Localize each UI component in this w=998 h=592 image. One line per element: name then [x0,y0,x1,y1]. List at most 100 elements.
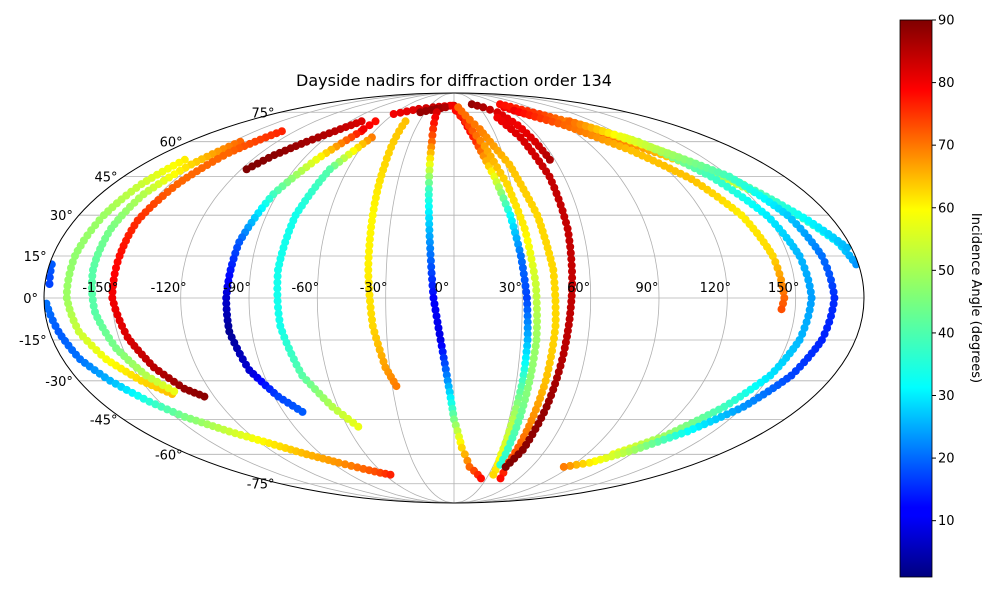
data-point [798,258,807,266]
data-point [364,278,373,287]
data-point [547,352,555,361]
data-point [88,290,97,298]
data-point [424,196,433,205]
data-point [426,244,435,253]
data-point [843,243,852,252]
data-point [531,280,540,288]
latitude-tick-label: -15° [19,334,47,349]
data-point [516,252,525,260]
longitude-tick-label: -30° [360,281,388,296]
longitude-tick-label: 30° [499,281,522,296]
data-point [368,211,377,220]
data-point [778,282,787,290]
data-point [806,288,815,296]
data-point [365,235,374,244]
data-point [274,303,282,312]
data-point [578,459,587,468]
data-point [523,336,532,344]
data-point [425,172,434,181]
data-point [677,429,686,438]
data-point [108,288,117,296]
data-point [368,322,377,330]
data-point [523,318,532,327]
data-point [551,290,560,299]
data-point [424,202,433,211]
data-point [428,281,437,290]
data-point [521,282,530,290]
data-point [424,208,433,217]
colorbar [899,19,933,578]
latitude-tick-label: -60° [155,448,183,463]
data-point [530,273,539,282]
data-point [559,349,568,358]
data-point [530,348,539,357]
data-point [89,302,98,310]
data-point [775,269,784,278]
colorbar-tick-label: 60 [938,201,955,216]
data-point [523,300,532,308]
data-point [568,285,576,294]
data-point [501,462,510,471]
data-point [525,242,533,251]
data-point [298,407,307,416]
latitude-tick-label: 0° [23,292,38,307]
data-point [273,290,282,299]
data-point [367,217,376,226]
data-point [522,230,531,239]
data-point [425,214,434,223]
data-point [364,266,373,274]
data-point [523,341,532,350]
data-point [795,252,804,260]
data-point [275,315,284,324]
data-point [532,323,541,332]
data-point [109,275,118,284]
data-point [532,304,541,313]
data-point [45,280,54,288]
data-point [88,271,97,280]
latitude-tick-label: -30° [45,375,73,390]
data-point [804,312,813,321]
data-point [430,119,438,128]
data-point [827,275,835,284]
colorbar-tick-label: 20 [938,452,955,467]
data-point [364,272,373,281]
data-point [532,292,541,301]
data-point [532,336,541,344]
longitude-tick-label: 120° [700,281,731,296]
data-point [566,309,575,318]
data-point [554,367,563,376]
data-point [68,258,77,266]
latitude-tick-label: 15° [24,250,47,265]
data-point [274,309,283,318]
data-point [550,278,559,287]
data-point [366,303,375,312]
data-point [527,366,536,375]
data-point [567,255,576,264]
data-point [532,286,541,295]
data-point [768,252,777,260]
data-point [477,474,485,483]
data-point [427,262,436,271]
data-point [273,297,282,306]
data-point [820,258,829,266]
longitude-tick-labels: -150° -120° -90° -60° -30° 0° 30° 60° 90° 120° 150… [82,281,799,296]
data-point [559,462,568,471]
colorbar-tick-label: 70 [938,139,955,154]
data-point [496,474,505,483]
data-point [544,364,553,373]
data-point [548,346,557,355]
data-point [550,334,558,343]
data-point [551,315,560,324]
data-point [170,387,179,396]
data-point [389,110,398,118]
data-point [273,278,282,287]
data-point [520,275,529,284]
data-point [528,360,537,369]
data-point [533,317,541,326]
data-point [805,306,814,314]
data-point [88,296,97,304]
data-point [486,105,494,114]
data-point [532,298,541,307]
data-point [365,284,374,293]
data-point [367,309,376,318]
